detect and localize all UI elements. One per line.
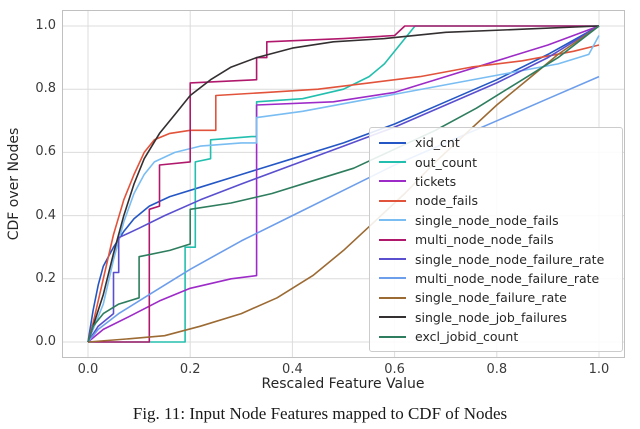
series-line-single_node_node_fails	[87, 35, 600, 343]
x-tick-label: 0.0	[77, 362, 99, 377]
y-axis-label: CDF over Nodes	[6, 127, 22, 241]
legend-label: excl_jobid_count	[415, 329, 519, 345]
legend-line-swatch	[379, 141, 406, 144]
series-line-excl_jobid_count	[87, 25, 600, 343]
legend-label: single_node_failure_rate	[415, 290, 567, 306]
series-line-multi_node_node_fails	[88, 25, 599, 343]
x-tick-label: 0.4	[282, 362, 303, 377]
figure-caption: Fig. 11: Input Node Features mapped to C…	[132, 404, 508, 423]
legend-item-multi_node_node_fails: multi_node_node_fails	[379, 230, 613, 249]
axes-border	[62, 10, 625, 358]
legend-item-single_node_node_failure_rate: single_node_node_failure_rate	[379, 249, 613, 268]
series-line-tickets	[87, 25, 600, 343]
legend-item-excl_jobid_count: excl_jobid_count	[379, 327, 613, 346]
legend-line-swatch	[379, 199, 406, 202]
legend-label: multi_node_node_failure_rate	[415, 270, 600, 286]
series-line-single_node_node_failure_rate	[87, 25, 600, 343]
legend-line-swatch	[379, 296, 406, 299]
x-tick-label: 0.6	[384, 362, 405, 377]
legend-label: node_fails	[415, 193, 478, 209]
x-tick-label: 1.0	[588, 362, 610, 377]
legend-line-swatch	[379, 180, 406, 183]
y-tick-label: 0.4	[35, 207, 56, 223]
legend-line-swatch	[379, 335, 406, 338]
series-line-multi_node_node_failure_rate	[87, 75, 600, 343]
series-line-xid_cnt	[87, 25, 600, 343]
plot-area	[62, 10, 625, 358]
legend-line-swatch	[379, 161, 406, 164]
legend-label: tickets	[415, 173, 457, 189]
legend-item-out_count: out_count	[379, 152, 613, 171]
legend-item-multi_node_node_failure_rate: multi_node_node_failure_rate	[379, 269, 613, 288]
y-tick-label: 0.0	[35, 334, 56, 349]
legend-item-tickets: tickets	[379, 172, 613, 191]
legend-item-single_node_node_fails: single_node_node_fails	[379, 211, 613, 230]
legend-line-swatch	[379, 258, 406, 261]
y-tick-label: 0.6	[35, 144, 56, 160]
x-axis-label: Rescaled Feature Value	[261, 376, 425, 392]
x-tick-label: 0.8	[486, 362, 508, 377]
x-tick-label: 0.2	[179, 362, 201, 377]
legend-line-swatch	[379, 238, 406, 241]
legend-item-node_fails: node_fails	[379, 191, 613, 210]
legend-item-single_node_failure_rate: single_node_failure_rate	[379, 288, 613, 307]
legend-label: single_node_job_failures	[415, 309, 568, 325]
legend-label: out_count	[415, 154, 477, 170]
legend-item-single_node_job_failures: single_node_job_failures	[379, 308, 613, 327]
y-tick-label: 1.0	[35, 18, 56, 33]
legend-label: multi_node_node_fails	[415, 232, 554, 248]
legend-label: single_node_node_fails	[415, 212, 559, 228]
legend-line-swatch	[379, 277, 406, 280]
legend-line-swatch	[379, 219, 406, 222]
legend-label: xid_cnt	[415, 135, 460, 151]
y-tick-label: 0.8	[35, 81, 56, 97]
series-line-single_node_job_failures	[87, 25, 600, 343]
series-line-node_fails	[87, 44, 600, 343]
legend-line-swatch	[379, 316, 406, 319]
series-line-single_node_failure_rate	[87, 25, 600, 343]
legend-item-xid_cnt: xid_cnt	[379, 133, 613, 152]
legend-label: single_node_node_failure_rate	[415, 251, 605, 267]
y-tick-label: 0.2	[35, 270, 56, 286]
